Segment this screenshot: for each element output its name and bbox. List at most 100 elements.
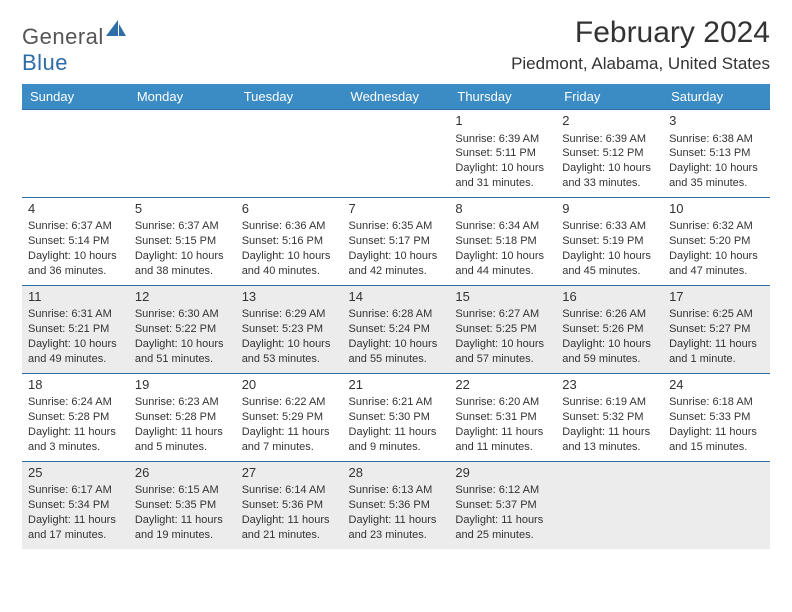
calendar-day-cell: 18Sunrise: 6:24 AMSunset: 5:28 PMDayligh…: [22, 373, 129, 461]
sunrise-line: Sunrise: 6:22 AM: [242, 395, 337, 410]
day-number: 11: [28, 288, 123, 306]
day-number: 8: [455, 200, 550, 218]
sunset-line: Sunset: 5:25 PM: [455, 322, 550, 337]
daylight-line: and 11 minutes.: [455, 440, 550, 455]
sunrise-line: Sunrise: 6:39 AM: [562, 132, 657, 147]
sunrise-line: Sunrise: 6:37 AM: [28, 219, 123, 234]
brand-logo: General Blue: [22, 20, 126, 76]
calendar-day-cell: 23Sunrise: 6:19 AMSunset: 5:32 PMDayligh…: [556, 373, 663, 461]
sunrise-line: Sunrise: 6:27 AM: [455, 307, 550, 322]
sunrise-line: Sunrise: 6:25 AM: [669, 307, 764, 322]
calendar-day-cell: 4Sunrise: 6:37 AMSunset: 5:14 PMDaylight…: [22, 197, 129, 285]
sunrise-line: Sunrise: 6:26 AM: [562, 307, 657, 322]
daylight-line: Daylight: 10 hours: [28, 249, 123, 264]
daylight-line: and 57 minutes.: [455, 352, 550, 367]
daylight-line: Daylight: 11 hours: [135, 425, 230, 440]
day-number: 23: [562, 376, 657, 394]
weekday-header: Monday: [129, 84, 236, 110]
sunset-line: Sunset: 5:30 PM: [349, 410, 444, 425]
day-number: 5: [135, 200, 230, 218]
sunset-line: Sunset: 5:11 PM: [455, 146, 550, 161]
day-number: 7: [349, 200, 444, 218]
daylight-line: Daylight: 11 hours: [28, 425, 123, 440]
daylight-line: and 1 minute.: [669, 352, 764, 367]
calendar-day-cell: 5Sunrise: 6:37 AMSunset: 5:15 PMDaylight…: [129, 197, 236, 285]
day-number: 12: [135, 288, 230, 306]
daylight-line: Daylight: 11 hours: [349, 513, 444, 528]
daylight-line: Daylight: 10 hours: [242, 337, 337, 352]
sunset-line: Sunset: 5:37 PM: [455, 498, 550, 513]
day-number: 17: [669, 288, 764, 306]
daylight-line: and 55 minutes.: [349, 352, 444, 367]
weekday-header: Friday: [556, 84, 663, 110]
day-number: 25: [28, 464, 123, 482]
daylight-line: Daylight: 10 hours: [349, 337, 444, 352]
daylight-line: and 5 minutes.: [135, 440, 230, 455]
calendar-day-cell: 27Sunrise: 6:14 AMSunset: 5:36 PMDayligh…: [236, 461, 343, 548]
sunrise-line: Sunrise: 6:23 AM: [135, 395, 230, 410]
day-number: 10: [669, 200, 764, 218]
daylight-line: Daylight: 10 hours: [455, 337, 550, 352]
sunset-line: Sunset: 5:15 PM: [135, 234, 230, 249]
daylight-line: Daylight: 10 hours: [349, 249, 444, 264]
daylight-line: Daylight: 10 hours: [135, 249, 230, 264]
day-number: 19: [135, 376, 230, 394]
calendar-day-cell: 11Sunrise: 6:31 AMSunset: 5:21 PMDayligh…: [22, 285, 129, 373]
daylight-line: Daylight: 10 hours: [242, 249, 337, 264]
daylight-line: and 45 minutes.: [562, 264, 657, 279]
calendar-day-cell: [129, 110, 236, 198]
daylight-line: and 42 minutes.: [349, 264, 444, 279]
month-title: February 2024: [511, 16, 770, 50]
sunset-line: Sunset: 5:20 PM: [669, 234, 764, 249]
daylight-line: Daylight: 10 hours: [135, 337, 230, 352]
sunset-line: Sunset: 5:31 PM: [455, 410, 550, 425]
sunrise-line: Sunrise: 6:39 AM: [455, 132, 550, 147]
daylight-line: and 25 minutes.: [455, 528, 550, 543]
sunset-line: Sunset: 5:34 PM: [28, 498, 123, 513]
daylight-line: and 13 minutes.: [562, 440, 657, 455]
calendar-body: 1Sunrise: 6:39 AMSunset: 5:11 PMDaylight…: [22, 110, 770, 549]
sunset-line: Sunset: 5:33 PM: [669, 410, 764, 425]
sunset-line: Sunset: 5:17 PM: [349, 234, 444, 249]
calendar-week-row: 18Sunrise: 6:24 AMSunset: 5:28 PMDayligh…: [22, 373, 770, 461]
sunrise-line: Sunrise: 6:24 AM: [28, 395, 123, 410]
daylight-line: Daylight: 11 hours: [28, 513, 123, 528]
daylight-line: and 47 minutes.: [669, 264, 764, 279]
brand-general: General: [22, 24, 104, 49]
sunrise-line: Sunrise: 6:13 AM: [349, 483, 444, 498]
day-number: 14: [349, 288, 444, 306]
daylight-line: Daylight: 11 hours: [669, 425, 764, 440]
weekday-header: Tuesday: [236, 84, 343, 110]
weekday-header: Wednesday: [343, 84, 450, 110]
logo-text: General Blue: [22, 20, 126, 76]
calendar-day-cell: 12Sunrise: 6:30 AMSunset: 5:22 PMDayligh…: [129, 285, 236, 373]
title-block: February 2024 Piedmont, Alabama, United …: [511, 16, 770, 82]
sunrise-line: Sunrise: 6:18 AM: [669, 395, 764, 410]
sunrise-line: Sunrise: 6:34 AM: [455, 219, 550, 234]
sunset-line: Sunset: 5:24 PM: [349, 322, 444, 337]
daylight-line: Daylight: 10 hours: [455, 249, 550, 264]
weekday-header: Sunday: [22, 84, 129, 110]
calendar-day-cell: 17Sunrise: 6:25 AMSunset: 5:27 PMDayligh…: [663, 285, 770, 373]
day-number: 29: [455, 464, 550, 482]
sunrise-line: Sunrise: 6:20 AM: [455, 395, 550, 410]
calendar-day-cell: 13Sunrise: 6:29 AMSunset: 5:23 PMDayligh…: [236, 285, 343, 373]
daylight-line: and 53 minutes.: [242, 352, 337, 367]
sunset-line: Sunset: 5:16 PM: [242, 234, 337, 249]
calendar-day-cell: 29Sunrise: 6:12 AMSunset: 5:37 PMDayligh…: [449, 461, 556, 548]
sunrise-line: Sunrise: 6:38 AM: [669, 132, 764, 147]
topbar: General Blue February 2024 Piedmont, Ala…: [22, 16, 770, 82]
sunset-line: Sunset: 5:26 PM: [562, 322, 657, 337]
location-subtitle: Piedmont, Alabama, United States: [511, 54, 770, 74]
calendar-day-cell: 3Sunrise: 6:38 AMSunset: 5:13 PMDaylight…: [663, 110, 770, 198]
day-number: 28: [349, 464, 444, 482]
daylight-line: and 44 minutes.: [455, 264, 550, 279]
calendar-day-cell: [343, 110, 450, 198]
daylight-line: and 21 minutes.: [242, 528, 337, 543]
daylight-line: and 33 minutes.: [562, 176, 657, 191]
daylight-line: and 40 minutes.: [242, 264, 337, 279]
sunset-line: Sunset: 5:23 PM: [242, 322, 337, 337]
sunset-line: Sunset: 5:21 PM: [28, 322, 123, 337]
sunrise-line: Sunrise: 6:21 AM: [349, 395, 444, 410]
daylight-line: Daylight: 10 hours: [28, 337, 123, 352]
